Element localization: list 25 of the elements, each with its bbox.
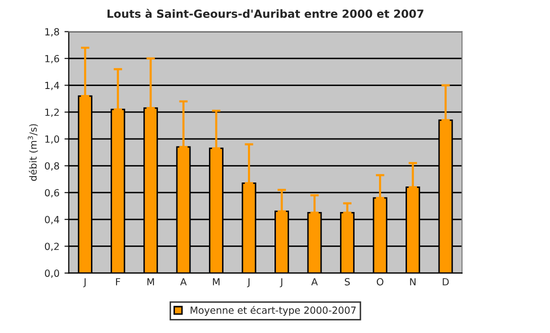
y-tick-label: 0,4 — [44, 216, 60, 224]
x-tick-label: A — [180, 278, 187, 286]
y-axis-title: débit (m$^{3}$/s) — [28, 124, 38, 181]
x-tick-label: O — [376, 278, 384, 286]
chart-title: Louts à Saint-Geours-d'Auribat entre 2000 et 2007 — [108, 8, 424, 18]
legend-label: Moyenne et écart-type 2000-2007 — [190, 306, 356, 316]
x-tick-label: J — [247, 278, 250, 288]
y-tick-label: 0,2 — [44, 242, 59, 252]
y-tick-label: 0,0 — [44, 270, 60, 278]
x-tick-label: M — [147, 278, 154, 286]
x-tick-label: J — [83, 278, 86, 288]
y-tick-label: 1,0 — [45, 135, 60, 144]
y-tick-label: 1,6 — [45, 54, 60, 64]
y-tick-label: 1,8 — [45, 28, 60, 36]
y-tick-label: 0,8 — [44, 162, 60, 171]
x-tick-label: A — [311, 278, 318, 286]
x-tick-label: D — [442, 278, 449, 286]
x-tick-label: J — [280, 278, 282, 288]
x-tick-label: N — [410, 278, 416, 286]
y-tick-label: 1,2 — [45, 108, 59, 117]
y-tick-label: 0,6 — [44, 189, 60, 198]
x-tick-label: M — [212, 278, 220, 286]
x-tick-label: S — [344, 278, 350, 286]
x-tick-label: F — [116, 278, 120, 286]
y-tick-label: 1,4 — [45, 82, 60, 90]
